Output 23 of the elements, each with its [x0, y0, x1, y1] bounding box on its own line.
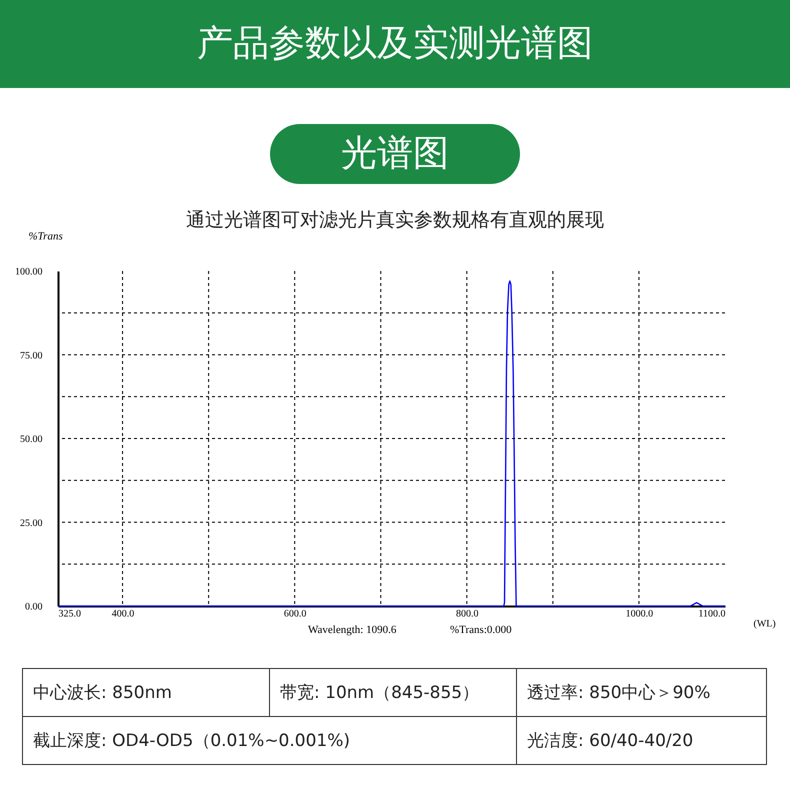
- y-tick-label: 100.00: [15, 266, 42, 278]
- y-tick-label: 75.00: [20, 350, 42, 362]
- x-tick-label: 325.0: [58, 608, 81, 620]
- text: Wavelength: 1090.6: [308, 624, 396, 636]
- y-axis-title: %Trans: [28, 230, 63, 242]
- x-tick-label: 1000.0: [626, 608, 654, 620]
- y-tick-label: 0.00: [25, 602, 42, 612]
- text: 带宽: 10nm（845-855）: [270, 668, 516, 716]
- text: 光洁度: 60/40-40/20: [516, 716, 766, 764]
- text: %Trans:0.000: [450, 624, 512, 636]
- chart-subtitle: 光谱图: [270, 124, 520, 184]
- text: 通过光谱图可对滤光片真实参数规格有直观的展现: [186, 209, 604, 231]
- text: 中心波长: 850nm: [22, 668, 270, 716]
- x-axis-title: (WL): [754, 618, 776, 630]
- x-tick-label: 600.0: [284, 608, 306, 620]
- chart-title: 产品参数以及实测光谱图: [0, 0, 790, 88]
- y-tick-label: 25.00: [20, 518, 42, 529]
- x-tick-label: 1100.0: [698, 608, 726, 620]
- x-tick-label: 800.0: [456, 608, 479, 620]
- text: 透过率: 850中心＞90%: [516, 668, 766, 716]
- y-tick-label: 50.00: [20, 434, 42, 445]
- x-tick-label: 400.0: [112, 608, 134, 620]
- text: 截止深度: OD4-OD5（0.01%~0.001%): [22, 716, 516, 764]
